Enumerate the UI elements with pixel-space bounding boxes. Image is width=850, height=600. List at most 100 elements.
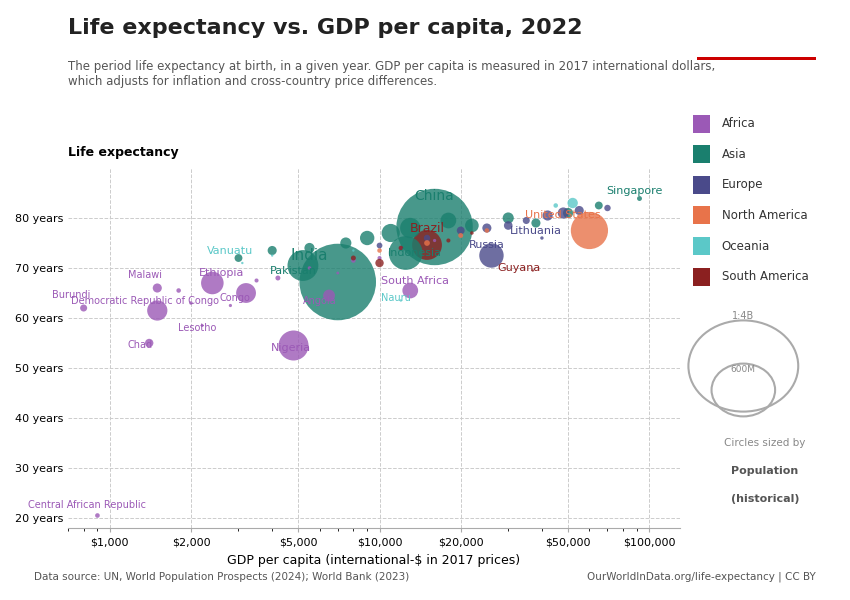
Text: Burundi: Burundi [52, 290, 90, 301]
Text: Democratic Republic of Congo: Democratic Republic of Congo [71, 295, 219, 305]
Point [384, 228, 398, 238]
Point [632, 194, 646, 203]
Text: 600M: 600M [731, 365, 756, 374]
Text: Guyana: Guyana [498, 263, 541, 273]
Text: South America: South America [722, 270, 808, 283]
Point [303, 263, 316, 273]
Point [428, 222, 441, 232]
Point [347, 246, 360, 256]
Point [404, 223, 417, 233]
Point [557, 208, 570, 218]
Text: Pakistan: Pakistan [270, 265, 317, 275]
Point [442, 236, 456, 245]
Point [454, 226, 468, 235]
Text: Nigeria: Nigeria [271, 343, 311, 353]
Text: Nauru: Nauru [381, 293, 411, 303]
Point [526, 266, 540, 275]
Point [399, 248, 412, 258]
Point [536, 233, 549, 243]
Point [372, 258, 386, 268]
Point [143, 338, 156, 348]
Point [372, 246, 386, 256]
Point [549, 200, 563, 210]
Point [303, 243, 316, 253]
Point [420, 233, 434, 243]
Text: Lesotho: Lesotho [178, 323, 216, 333]
Point [465, 228, 479, 238]
Point [454, 230, 468, 240]
Point [224, 301, 237, 310]
Point [296, 260, 309, 270]
Text: Life expectancy vs. GDP per capita, 2022: Life expectancy vs. GDP per capita, 2022 [68, 18, 582, 38]
Point [76, 303, 90, 313]
Text: Circles sized by: Circles sized by [724, 438, 806, 448]
Bar [693, 145, 710, 163]
Bar [693, 115, 710, 133]
Point [331, 277, 344, 287]
Text: Malawi: Malawi [128, 271, 162, 280]
Text: Ethiopia: Ethiopia [199, 268, 245, 278]
Point [601, 203, 615, 213]
Text: Data source: UN, World Population Prospects (2024); World Bank (2023): Data source: UN, World Population Prospe… [34, 572, 409, 582]
Text: Asia: Asia [722, 148, 746, 161]
Text: OurWorldInData.org/life-expectancy | CC BY: OurWorldInData.org/life-expectancy | CC … [587, 571, 816, 582]
Point [519, 215, 533, 225]
Bar [693, 206, 710, 224]
Bar [697, 56, 816, 60]
Text: Oceania: Oceania [722, 239, 770, 253]
Text: Population: Population [731, 466, 799, 476]
Point [322, 290, 336, 300]
Text: Congo: Congo [219, 293, 250, 303]
X-axis label: GDP per capita (international-$ in 2017 prices): GDP per capita (international-$ in 2017 … [228, 554, 520, 567]
Text: Europe: Europe [722, 178, 763, 191]
Text: Our World: Our World [725, 24, 788, 34]
Text: Central African Republic: Central African Republic [27, 500, 145, 511]
Text: Brazil: Brazil [410, 223, 445, 235]
Bar [693, 176, 710, 194]
Point [428, 236, 441, 245]
Point [480, 223, 494, 233]
Text: 1:4B: 1:4B [732, 311, 755, 320]
Point [331, 268, 344, 278]
Point [372, 241, 386, 250]
Point [184, 298, 198, 308]
Text: North America: North America [722, 209, 808, 222]
Point [265, 251, 279, 260]
Point [232, 253, 246, 263]
Point [339, 238, 353, 248]
Point [347, 256, 360, 265]
Point [394, 296, 408, 305]
Point [502, 213, 515, 223]
Point [394, 243, 408, 253]
Point [372, 253, 386, 263]
Point [572, 206, 586, 215]
Point [286, 341, 300, 350]
Text: in Data: in Data [734, 43, 779, 53]
Point [420, 240, 434, 250]
Text: (historical): (historical) [731, 494, 799, 505]
Text: Lithuania: Lithuania [510, 226, 562, 235]
Point [404, 286, 417, 295]
Point [394, 243, 408, 253]
Bar [693, 237, 710, 255]
Text: Singapore: Singapore [606, 185, 662, 196]
Text: South Africa: South Africa [381, 275, 449, 286]
Point [480, 226, 494, 235]
Text: Indonesia: Indonesia [388, 248, 442, 258]
Point [420, 238, 434, 248]
Point [582, 226, 596, 235]
Point [454, 230, 468, 240]
Point [484, 251, 498, 260]
Point [465, 221, 479, 230]
Point [250, 275, 264, 285]
Text: Vanuatu: Vanuatu [207, 245, 253, 256]
Point [271, 273, 285, 283]
Point [442, 215, 456, 225]
Point [235, 258, 249, 268]
Point [91, 511, 105, 520]
Point [150, 305, 164, 316]
Text: China: China [415, 189, 455, 203]
Text: India: India [291, 248, 328, 263]
Point [529, 218, 542, 228]
Point [592, 200, 605, 210]
